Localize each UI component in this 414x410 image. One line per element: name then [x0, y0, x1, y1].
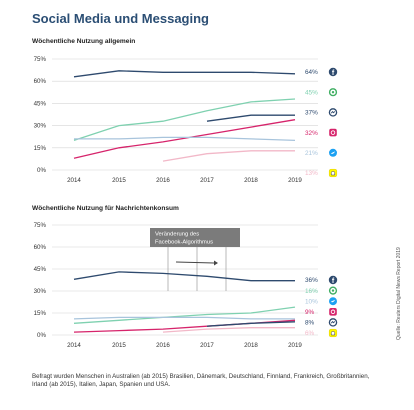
chart2-series-messenger — [206, 321, 296, 327]
chart2-series-twitter — [73, 316, 295, 320]
facebook-icon-circle — [328, 67, 338, 77]
chart1-series-messenger — [206, 114, 295, 122]
chart1-ytick-label: 75% — [34, 56, 47, 63]
chart1-ytick-label: 15% — [34, 145, 47, 152]
whatsapp-icon-ring — [328, 88, 338, 97]
chart2-xtick-label: 2015 — [112, 342, 126, 349]
facebook-icon-glyph: f — [332, 278, 335, 285]
chart2-xtick-label: 2016 — [156, 342, 170, 349]
whatsapp-icon-dot — [331, 91, 335, 94]
chart1-end-label-twitter: 21% — [305, 150, 318, 157]
instagram-icon — [329, 308, 337, 316]
annotation-arrow-head — [214, 260, 218, 266]
instagram-icon-lens — [330, 130, 336, 135]
facebook-icon: f — [328, 67, 338, 77]
chart1-series-whatsapp — [73, 98, 296, 142]
whatsapp-icon — [328, 286, 338, 295]
chart2-end-label-snapchat: 6% — [305, 330, 315, 337]
chart1-series-snapchat — [162, 150, 295, 162]
chart1-ytick-label: 60% — [34, 78, 47, 85]
chart1-xtick-label: 2018 — [244, 177, 258, 184]
chart2-end-label-messenger: 8% — [305, 320, 315, 327]
chart2-ytick-label: 30% — [34, 288, 47, 295]
chart2-series-facebook — [73, 271, 295, 282]
chart2-end-label-facebook: 36% — [305, 277, 318, 284]
instagram-icon-square — [329, 308, 337, 316]
chart2-xtick-label: 2017 — [200, 342, 214, 349]
chart2-end-label-twitter: 10% — [305, 298, 318, 305]
chart2: 0% 15% 30% 45% 60% 75% 2014 2015 2016 2017 2018 201… — [34, 222, 338, 349]
facebook-icon-circle — [328, 275, 338, 285]
annotation-box — [150, 228, 240, 247]
whatsapp-icon — [328, 88, 338, 97]
chart2-end-label-whatsapp: 16% — [305, 288, 318, 295]
chart2-title: Wöchentliche Nutzung für Nachrichtenkons… — [32, 205, 179, 212]
chart2-ytick-label: 45% — [34, 266, 47, 273]
chart1-title: Wöchentliche Nutzung allgemein — [32, 38, 136, 45]
twitter-icon-bird — [330, 151, 336, 154]
facebook-icon-glyph: f — [332, 70, 335, 77]
messenger-icon — [328, 318, 338, 327]
twitter-icon — [329, 297, 337, 306]
chart2-series-whatsapp — [73, 306, 296, 324]
chart2-series-snapchat — [162, 327, 295, 333]
snapchat-icon — [328, 328, 338, 338]
whatsapp-icon-dot — [331, 289, 335, 292]
twitter-icon-bird — [330, 299, 336, 303]
annotation-text-line2: Facebook-Algorithmus — [155, 240, 213, 246]
whatsapp-icon-ring — [328, 286, 338, 295]
chart1-series-instagram — [73, 119, 296, 159]
instagram-icon-square — [329, 128, 337, 137]
chart2-ytick-label: 0% — [37, 332, 46, 339]
facebook-icon: f — [328, 275, 338, 285]
source-note: Quelle: Reuters Digital News Report 2019 — [396, 247, 402, 340]
messenger-icon — [328, 108, 338, 117]
chart1: 0% 15% 30% 45% 60% 75% 2014 2015 2016 2017 2018 201… — [34, 56, 338, 184]
instagram-icon — [329, 128, 337, 137]
chart1-ytick-label: 45% — [34, 100, 47, 107]
page-title: Social Media und Messaging — [32, 11, 209, 26]
messenger-icon-bolt — [330, 320, 336, 324]
chart2-ytick-label: 15% — [34, 310, 47, 317]
chart1-ytick-label: 30% — [34, 123, 47, 130]
chart2-ytick-label: 75% — [34, 222, 47, 229]
annotation-facebook-algorithm: Veränderung des Facebook-Algorithmus — [150, 228, 240, 291]
chart1-xtick-label: 2015 — [112, 177, 126, 184]
chart1-end-label-instagram: 32% — [305, 130, 318, 137]
snapchat-icon-ghost — [330, 170, 336, 176]
footnote: Befragt wurden Menschen in Australien (a… — [32, 373, 370, 388]
chart1-xtick-label: 2019 — [288, 177, 302, 184]
chart2-xtick-label: 2019 — [288, 342, 302, 349]
chart1-ytick-label: 0% — [37, 167, 46, 174]
annotation-arrow-line — [175, 261, 215, 264]
chart1-end-label-snapchat: 13% — [305, 170, 318, 177]
snapchat-icon-ghost — [330, 330, 336, 336]
chart1-series-twitter — [74, 136, 296, 142]
chart2-xtick-label: 2014 — [67, 342, 81, 349]
messenger-icon-bolt — [330, 110, 336, 114]
chart1-xtick-label: 2017 — [200, 177, 214, 184]
chart2-ytick-label: 60% — [34, 244, 47, 251]
messenger-icon-ring — [328, 108, 338, 117]
instagram-icon-lens — [330, 309, 336, 315]
chart1-xtick-label: 2014 — [67, 177, 81, 184]
chart1-end-label-messenger: 37% — [305, 110, 318, 117]
annotation-text-line1: Veränderung des — [155, 232, 199, 238]
chart1-series-facebook — [73, 70, 296, 78]
chart2-end-label-instagram: 9% — [305, 309, 315, 316]
chart1-xtick-label: 2016 — [156, 177, 170, 184]
chart1-end-label-whatsapp: 45% — [305, 89, 318, 96]
chart1-end-label-facebook: 64% — [305, 69, 318, 76]
messenger-icon-ring — [328, 318, 338, 327]
snapchat-icon — [328, 168, 338, 178]
chart2-xtick-label: 2018 — [244, 342, 258, 349]
twitter-icon — [329, 148, 337, 157]
